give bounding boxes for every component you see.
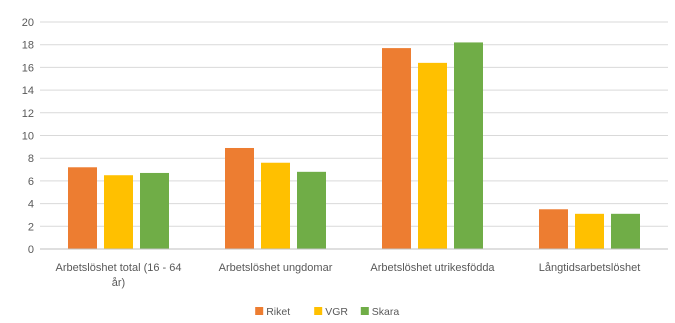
y-tick-label: 20 [22,17,34,29]
gridlines [40,21,668,227]
bar-riket [225,147,254,249]
bar-skara [297,171,326,249]
x-tick-label: Arbetslöshet utrikesfödda [370,262,495,274]
bars [68,42,640,250]
bar-skara [140,172,169,249]
y-tick-label: 18 [22,40,34,52]
bar-skara [454,42,483,250]
x-tick-label-line: Arbetslöshet ungdomar [219,262,333,274]
bar-riket [382,48,411,250]
legend-label-skara: Skara [372,306,400,318]
legend-swatch-riket [255,307,264,315]
x-tick-label-line: år) [112,277,125,289]
x-tick-label-line: Långtidsarbetslöshet [539,262,641,274]
bar-riket [68,167,97,249]
x-tick-label: Arbetslöshet total (16 - 64 år) [56,262,182,289]
x-axis-category-labels: Arbetslöshet total (16 - 64 år)Arbetslösh… [56,262,641,289]
bar-vgr [575,213,604,249]
bar-vgr [104,175,133,249]
y-tick-label: 0 [28,244,34,256]
y-tick-label: 12 [22,108,34,120]
x-tick-label: Arbetslöshet ungdomar [219,262,333,274]
legend-label-riket: Riket [266,306,290,318]
legend-swatch-vgr [314,307,323,315]
y-tick-label: 6 [28,176,34,188]
y-tick-label: 4 [28,199,34,211]
legend-swatch-skara [360,307,369,315]
legend: Riket VGR Skara [255,306,399,318]
legend-label-vgr: VGR [325,306,348,318]
y-tick-label: 10 [22,131,34,143]
y-tick-label: 8 [28,153,34,165]
y-tick-label: 2 [28,221,34,233]
x-tick-label-line: Arbetslöshet total (16 - 64 [56,262,182,274]
x-tick-label-line: Arbetslöshet utrikesfödda [370,262,495,274]
y-axis-ticks: 0 2 4 6 8 10 12 14 16 18 20 [22,17,34,256]
bar-vgr [418,62,447,249]
bar-vgr [261,162,290,249]
bar-skara [611,213,640,249]
y-tick-label: 14 [22,85,34,97]
x-tick-label: Långtidsarbetslöshet [539,262,641,274]
bar-riket [539,209,568,249]
y-tick-label: 16 [22,62,34,74]
